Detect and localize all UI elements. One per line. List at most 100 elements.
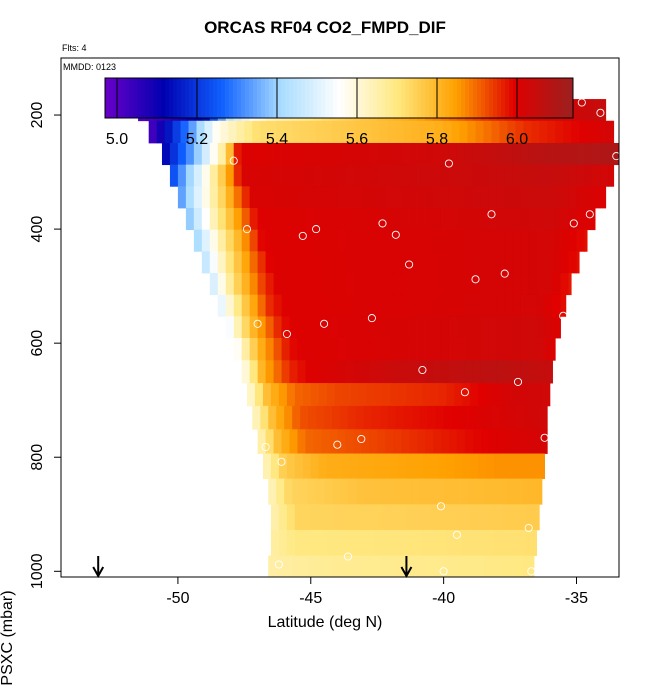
data-point: [577, 98, 586, 107]
heatmap-cell: [526, 504, 535, 531]
heatmap-cell: [268, 478, 277, 505]
heatmap-cell: [544, 294, 553, 317]
heatmap-cell: [451, 120, 460, 144]
heatmap-cell: [401, 186, 410, 209]
heatmap-cell: [520, 273, 530, 296]
heatmap-cell: [257, 338, 266, 361]
colorbar-segment: [553, 78, 558, 118]
heatmap-cell: [547, 120, 556, 144]
heatmap-cell: [289, 164, 298, 187]
heatmap-cell: [544, 360, 553, 384]
colorbar-segment: [341, 78, 346, 118]
colorbar-segment: [357, 78, 362, 118]
heatmap-cell: [440, 360, 450, 384]
heatmap-cell: [313, 164, 322, 187]
colorbar-segment: [289, 78, 294, 118]
heatmap-cell: [496, 251, 506, 274]
heatmap-cell: [260, 120, 269, 144]
heatmap-cell: [502, 529, 511, 557]
colorbar-segment: [569, 78, 574, 118]
heatmap-cell: [446, 383, 455, 407]
heatmap-cell: [528, 360, 538, 384]
heatmap-cell: [552, 208, 561, 231]
colorbar-segment: [285, 78, 290, 118]
heatmap-cell: [345, 208, 354, 231]
colorbar-segment: [209, 78, 214, 118]
data-point: [333, 440, 342, 449]
heatmap-cell: [560, 164, 569, 187]
heatmap-cell: [393, 429, 402, 454]
heatmap-cell: [353, 164, 362, 187]
heatmap-cell: [544, 164, 553, 187]
heatmap-cell: [515, 478, 524, 505]
colorbar-segment: [173, 78, 178, 118]
colorbar-segment: [489, 78, 494, 118]
heatmap-cell: [292, 405, 301, 430]
colorbar-segment: [225, 78, 230, 118]
heatmap-cell: [600, 164, 609, 187]
heatmap-cell: [526, 453, 535, 480]
data-point: [596, 108, 605, 117]
heatmap-cell: [576, 186, 585, 209]
heatmap-cell: [478, 383, 487, 407]
heatmap-cell: [321, 360, 330, 384]
heatmap-cell: [297, 294, 306, 317]
colorbar-segment: [461, 78, 466, 118]
heatmap-cell: [448, 316, 458, 339]
heatmap-cell: [475, 120, 484, 144]
heatmap-cell: [523, 555, 532, 578]
heatmap-cell: [329, 429, 338, 454]
heatmap-cell: [440, 429, 450, 454]
heatmap-cell: [361, 251, 370, 274]
heatmap-cell: [281, 360, 290, 384]
heatmap-cell: [496, 338, 506, 361]
heatmap-cell: [494, 453, 503, 480]
heatmap-cell: [528, 294, 538, 317]
heatmap-cell: [438, 453, 447, 480]
data-point: [253, 319, 262, 328]
heatmap-cell: [236, 120, 245, 144]
heatmap-cell: [504, 208, 514, 231]
heatmap-cell: [523, 120, 532, 144]
heatmap-cell: [393, 186, 402, 209]
heatmap-cell: [467, 405, 476, 430]
colorbar-segment: [397, 78, 402, 118]
data-point: [612, 152, 621, 161]
heatmap-cell: [393, 208, 402, 231]
heatmap-cell: [478, 453, 487, 480]
heatmap-cell: [560, 273, 569, 296]
colorbar-segment: [321, 78, 326, 118]
heatmap-cell: [483, 555, 492, 578]
heatmap-cell: [504, 186, 514, 209]
heatmap-cell: [515, 120, 524, 144]
heatmap-cell: [496, 186, 506, 209]
heatmap-cell: [448, 142, 458, 166]
heatmap-cell: [560, 142, 569, 166]
heatmap-cell: [313, 229, 322, 252]
heatmap-cell: [363, 405, 373, 430]
heatmap-cell: [552, 164, 561, 187]
heatmap-cell: [536, 229, 545, 252]
colorbar-tick-label: 5.2: [186, 131, 208, 148]
heatmap-cell: [472, 186, 482, 209]
heatmap-cell: [518, 529, 527, 557]
heatmap-cell: [292, 120, 301, 144]
data-point: [298, 231, 307, 240]
heatmap-cell: [241, 316, 251, 339]
heatmap-cell: [510, 383, 519, 407]
heatmap-cell: [409, 360, 418, 384]
colorbar-segment: [509, 78, 514, 118]
colorbar-segment: [545, 78, 550, 118]
colorbar-segment: [513, 78, 518, 118]
heatmap-cell: [316, 405, 325, 430]
heatmap-cell: [313, 251, 322, 274]
heatmap-cell: [504, 338, 514, 361]
heatmap-cell: [268, 120, 277, 144]
y-tick-label: 600: [29, 330, 46, 357]
colorbar-segment: [253, 78, 258, 118]
heatmap-cell: [382, 383, 391, 407]
heatmap-cell: [345, 273, 354, 296]
plot-area: 5.0 5.2 5.4 5.6 5.8 6.0 -50 -45 -40 -35 200 400 600 8…: [29, 57, 621, 607]
heatmap-cell: [433, 429, 442, 454]
heatmap-cell: [379, 478, 389, 505]
